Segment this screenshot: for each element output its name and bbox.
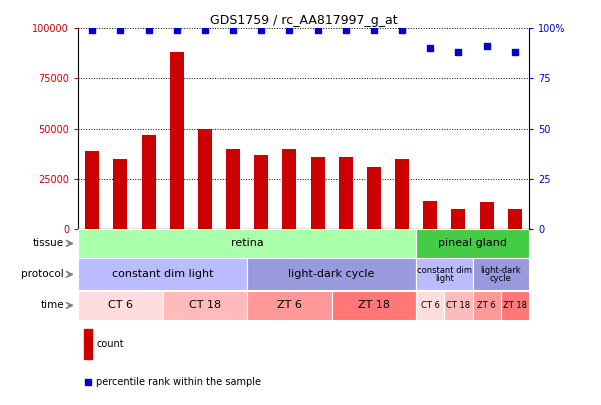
Bar	[78, 229, 416, 258]
Bar	[339, 157, 353, 229]
Bar	[163, 291, 247, 320]
Title: GDS1759 / rc_AA817997_g_at: GDS1759 / rc_AA817997_g_at	[210, 14, 397, 27]
Bar	[451, 209, 466, 229]
Bar	[395, 159, 409, 229]
Bar	[501, 291, 529, 320]
Text: count: count	[96, 339, 124, 349]
Text: percentile rank within the sample: percentile rank within the sample	[96, 377, 261, 387]
Text: retina: retina	[231, 239, 263, 248]
Text: CT 18: CT 18	[447, 301, 471, 310]
Bar	[247, 291, 332, 320]
Text: time: time	[40, 301, 64, 311]
Bar	[247, 258, 416, 290]
Bar	[78, 291, 163, 320]
Bar	[282, 149, 296, 229]
Text: CT 18: CT 18	[189, 301, 221, 311]
Bar	[332, 291, 416, 320]
Text: pineal gland: pineal gland	[438, 239, 507, 248]
Bar	[311, 157, 325, 229]
Bar	[444, 291, 472, 320]
Text: CT 6: CT 6	[108, 301, 133, 311]
Text: protocol: protocol	[21, 269, 64, 279]
Text: constant dim light: constant dim light	[112, 269, 213, 279]
Text: constant dim
light: constant dim light	[417, 266, 472, 283]
Text: ZT 18: ZT 18	[503, 301, 527, 310]
Bar	[416, 291, 444, 320]
Bar	[472, 258, 529, 290]
Bar	[84, 329, 92, 359]
Bar	[472, 291, 501, 320]
Text: ZT 18: ZT 18	[358, 301, 390, 311]
Bar	[416, 229, 529, 258]
Text: CT 6: CT 6	[421, 301, 440, 310]
Text: tissue: tissue	[33, 239, 64, 248]
Bar	[480, 202, 493, 229]
Bar	[226, 149, 240, 229]
Bar	[423, 201, 438, 229]
Bar	[85, 151, 99, 229]
Text: light-dark cycle: light-dark cycle	[288, 269, 375, 279]
Bar	[141, 134, 156, 229]
Text: light-dark
cycle: light-dark cycle	[480, 266, 521, 283]
Bar	[78, 258, 247, 290]
Bar	[169, 52, 184, 229]
Bar	[416, 258, 472, 290]
Bar	[114, 159, 127, 229]
Bar	[198, 129, 212, 229]
Bar	[367, 167, 381, 229]
Text: ZT 6: ZT 6	[477, 301, 496, 310]
Text: ZT 6: ZT 6	[277, 301, 302, 311]
Bar	[508, 209, 522, 229]
Bar	[254, 155, 268, 229]
